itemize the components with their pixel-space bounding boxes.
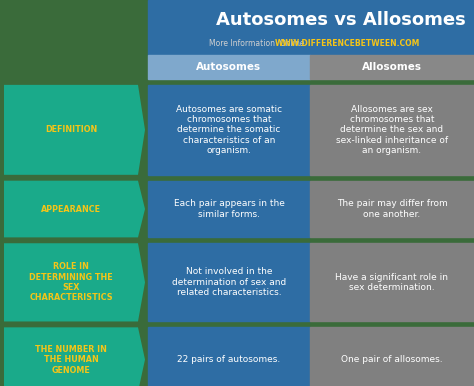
Bar: [148, 85, 310, 175]
Bar: [148, 327, 310, 386]
Text: Autosomes vs Allosomes: Autosomes vs Allosomes: [216, 11, 466, 29]
Text: Allosomes are sex
chromosomes that
determine the sex and
sex-linked inheritance : Allosomes are sex chromosomes that deter…: [336, 105, 448, 155]
Bar: [148, 0, 474, 55]
Text: Not involved in the
determination of sex and
related characteristics.: Not involved in the determination of sex…: [172, 267, 286, 297]
Polygon shape: [4, 181, 145, 237]
Text: Allosomes: Allosomes: [362, 62, 422, 72]
Text: APPEARANCE: APPEARANCE: [41, 205, 101, 213]
Text: More Information  Online: More Information Online: [209, 39, 305, 47]
Bar: [310, 243, 474, 322]
Bar: [148, 181, 310, 237]
Bar: [310, 181, 474, 237]
Text: Each pair appears in the
similar forms.: Each pair appears in the similar forms.: [173, 199, 284, 219]
Text: The pair may differ from
one another.: The pair may differ from one another.: [337, 199, 447, 219]
Bar: [148, 55, 310, 79]
Polygon shape: [4, 85, 145, 175]
Bar: [148, 243, 310, 322]
Polygon shape: [4, 327, 145, 386]
Text: Autosomes: Autosomes: [196, 62, 262, 72]
Bar: [310, 85, 474, 175]
Text: Have a significant role in
sex determination.: Have a significant role in sex determina…: [336, 273, 448, 292]
Text: DEFINITION: DEFINITION: [45, 125, 97, 134]
Text: ROLE IN
DETERMINING THE
SEX
CHARACTERISTICS: ROLE IN DETERMINING THE SEX CHARACTERIST…: [29, 262, 113, 303]
Text: Autosomes are somatic
chromosomes that
determine the somatic
characteristics of : Autosomes are somatic chromosomes that d…: [176, 105, 282, 155]
Text: THE NUMBER IN
THE HUMAN
GENOME: THE NUMBER IN THE HUMAN GENOME: [35, 345, 107, 374]
Polygon shape: [4, 243, 145, 322]
Text: One pair of allosomes.: One pair of allosomes.: [341, 355, 443, 364]
Bar: [310, 327, 474, 386]
Bar: [310, 55, 474, 79]
Text: 22 pairs of autosomes.: 22 pairs of autosomes.: [177, 355, 281, 364]
Text: WWW.DIFFERENCEBETWEEN.COM: WWW.DIFFERENCEBETWEEN.COM: [274, 39, 419, 47]
